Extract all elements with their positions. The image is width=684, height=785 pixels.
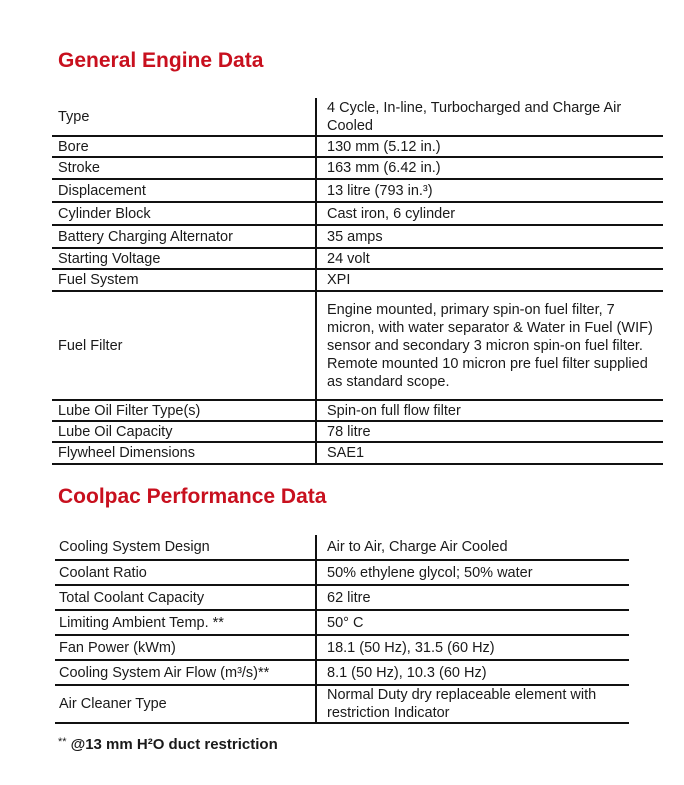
table-row: Limiting Ambient Temp. ** 50° C [55,611,629,636]
table-row: Battery Charging Alternator 35 amps [52,226,663,249]
row-value: 50% ethylene glycol; 50% water [315,561,629,584]
row-label: Stroke [58,160,100,176]
row-value-line: Remote mounted 10 micron pre fuel filter… [327,355,648,390]
row-label: Battery Charging Alternator [58,228,233,245]
row-label: Total Coolant Capacity [59,589,205,606]
footnote: ** @13 mm H²O duct restriction [58,736,278,753]
row-label: Limiting Ambient Temp. ** [59,614,224,631]
row-value: 8.1 (50 Hz), 10.3 (60 Hz) [315,661,629,684]
general-engine-data-table: Type 4 Cycle, In-line, Turbocharged and C… [52,98,663,465]
table-row: Starting Voltage 24 volt [52,249,663,270]
table-row: Fan Power (kWm) 18.1 (50 Hz), 31.5 (60 Hz… [55,636,629,661]
row-value: Air to Air, Charge Air Cooled [315,535,629,559]
table-row: Fuel System XPI [52,270,663,292]
row-label: Cylinder Block [58,205,151,222]
row-value: Normal Duty dry replaceable element with… [315,686,629,722]
table-row: Type 4 Cycle, In-line, Turbocharged and C… [52,98,663,137]
row-value: SAE1 [315,443,663,463]
table-row: Lube Oil Capacity 78 litre [52,422,663,443]
row-label: Type [58,108,90,125]
row-label: Fan Power (kWm) [59,639,176,656]
row-label: Coolant Ratio [59,564,147,581]
coolpac-performance-data-title: Coolpac Performance Data [58,485,327,508]
table-row: Stroke 163 mm (6.42 in.) [52,158,663,180]
row-value: XPI [315,270,663,290]
row-value: 78 litre [315,422,663,441]
table-row: Air Cleaner Type Normal Duty dry replacea… [55,686,629,724]
row-label: Fuel System [58,272,139,288]
row-value: Cast iron, 6 cylinder [315,203,663,224]
table-row: Lube Oil Filter Type(s) Spin-on full flow… [52,401,663,422]
row-label: Cooling System Design [59,539,210,555]
footnote-text: @13 mm H²O duct restriction [70,736,278,753]
table-row: Displacement 13 litre (793 in.³) [52,180,663,203]
row-label: Displacement [58,182,146,199]
table-row: Fuel Filter Engine mounted, primary spin-… [52,292,663,401]
row-value: 50° C [315,611,629,634]
table-row: Total Coolant Capacity 62 litre [55,586,629,611]
row-label: Air Cleaner Type [59,696,167,712]
coolpac-performance-data-table: Cooling System Design Air to Air, Charge … [55,535,629,724]
row-value: 62 litre [315,586,629,609]
row-value: 24 volt [315,249,663,268]
row-label: Lube Oil Capacity [58,423,173,440]
footnote-marker: ** [58,736,67,748]
row-label: Bore [58,138,89,155]
table-row: Cooling System Air Flow (m³/s)** 8.1 (50 … [55,661,629,686]
row-value: 13 litre (793 in.³) [315,180,663,201]
row-value: 18.1 (50 Hz), 31.5 (60 Hz) [315,636,629,659]
row-value: Engine mounted, primary spin-on fuel fil… [315,292,663,399]
table-row: Bore 130 mm (5.12 in.) [52,137,663,158]
row-label: Flywheel Dimensions [58,445,195,461]
row-value-line: Engine mounted, primary spin-on fuel fil… [327,301,653,354]
row-value: 163 mm (6.42 in.) [315,158,663,178]
row-label: Fuel Filter [58,337,123,354]
table-row: Flywheel Dimensions SAE1 [52,443,663,465]
table-row: Cooling System Design Air to Air, Charge … [55,535,629,561]
table-row: Coolant Ratio 50% ethylene glycol; 50% wa… [55,561,629,586]
row-label: Cooling System Air Flow (m³/s)** [59,664,270,681]
table-row: Cylinder Block Cast iron, 6 cylinder [52,203,663,226]
row-value: Spin-on full flow filter [315,401,663,420]
row-value: 4 Cycle, In-line, Turbocharged and Charg… [315,98,663,135]
row-label: Starting Voltage [58,250,161,267]
row-value: 35 amps [315,226,663,247]
general-engine-data-title: General Engine Data [58,49,264,72]
row-label: Lube Oil Filter Type(s) [58,402,201,419]
row-value: 130 mm (5.12 in.) [315,137,663,156]
